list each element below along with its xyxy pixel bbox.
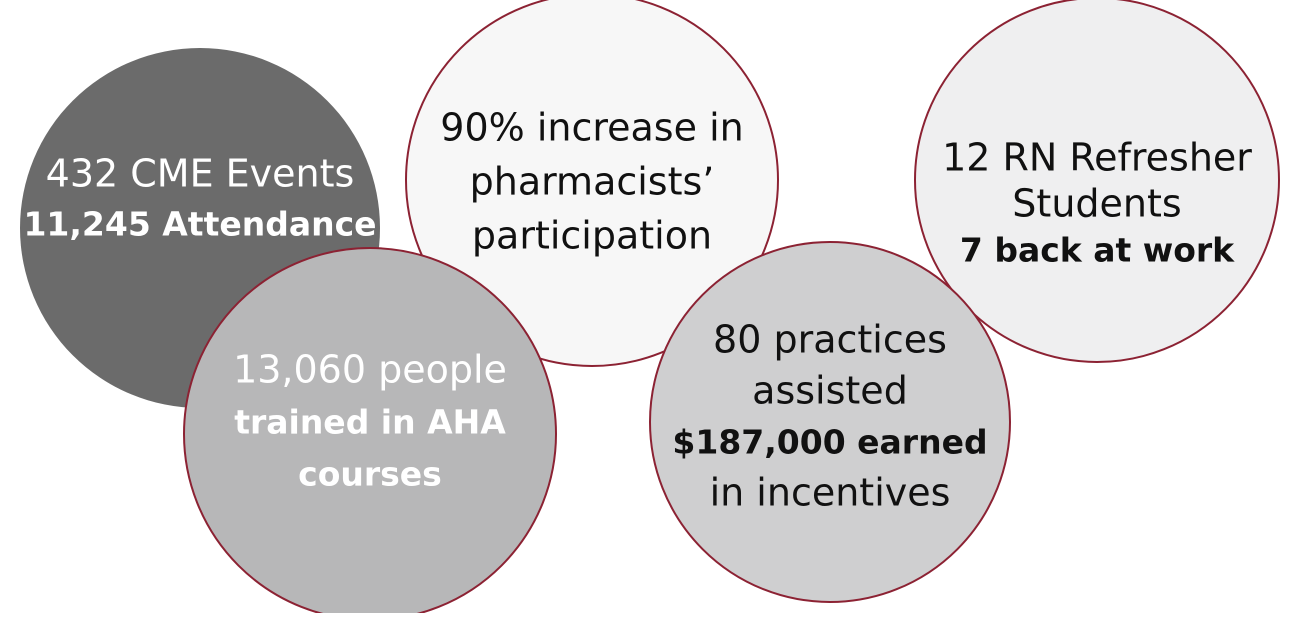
stat-highlight: trained in AHA: [234, 403, 506, 442]
stat-highlight: courses: [298, 455, 442, 494]
stat-text: in incentives: [710, 471, 951, 515]
stat-circle: [649, 241, 1011, 603]
stat-text: 12 RN Refresher: [942, 136, 1252, 180]
stat-highlight: 7 back at work: [960, 231, 1235, 270]
stat-circle: [914, 0, 1280, 363]
stat-highlight: $187,000 earned: [672, 423, 987, 462]
stat-circle: [405, 0, 779, 367]
stat-text: Students: [1012, 182, 1181, 226]
stat-text: assisted: [752, 369, 908, 413]
stat-text: participation: [472, 214, 712, 258]
stat-text: 80 practices: [713, 318, 947, 362]
stat-text: 432 CME Events: [46, 152, 355, 196]
stat-text: 13,060 people: [233, 348, 507, 392]
stat-highlight: 11,245 Attendance: [23, 205, 376, 244]
stat-circle: [183, 247, 557, 617]
stat-text: 90% increase in: [440, 106, 743, 150]
stat-text: pharmacists’: [470, 160, 715, 204]
